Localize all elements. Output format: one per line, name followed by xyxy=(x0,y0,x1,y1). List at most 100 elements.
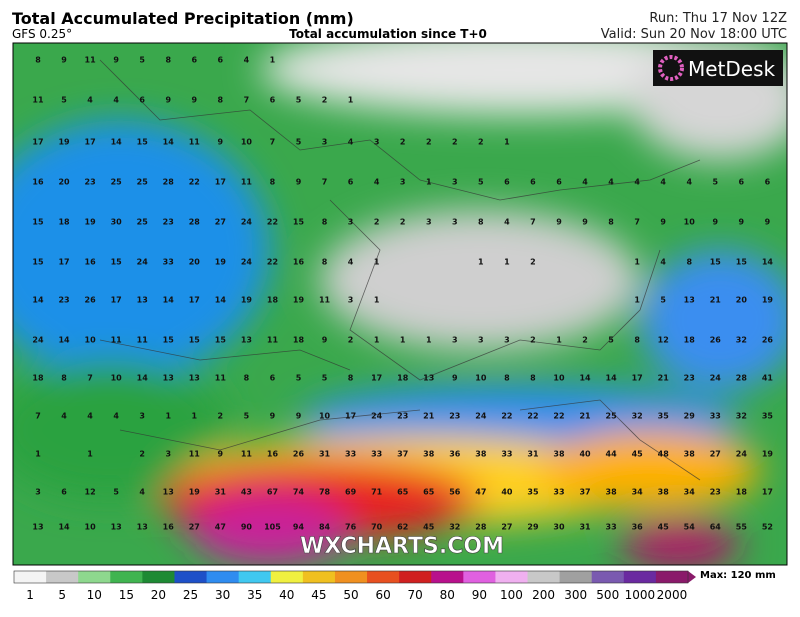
grid-value: 23 xyxy=(85,178,96,187)
grid-value: 26 xyxy=(85,296,97,305)
grid-value: 18 xyxy=(58,218,70,227)
grid-value: 9 xyxy=(713,218,719,227)
grid-value: 2 xyxy=(322,96,328,105)
grid-value: 17 xyxy=(345,412,356,421)
grid-value: 5 xyxy=(296,96,302,105)
colorbar-label: 20 xyxy=(151,588,166,602)
grid-value: 3 xyxy=(322,138,328,147)
grid-value: 11 xyxy=(319,296,331,305)
grid-value: 8 xyxy=(218,96,224,105)
grid-value: 9 xyxy=(452,374,458,383)
grid-value: 13 xyxy=(241,336,252,345)
colorbar-label: 35 xyxy=(247,588,262,602)
grid-value: 15 xyxy=(736,258,748,267)
grid-value: 35 xyxy=(762,412,774,421)
grid-value: 24 xyxy=(241,218,253,227)
grid-value: 27 xyxy=(501,523,512,532)
grid-value: 11 xyxy=(189,138,201,147)
grid-value: 4 xyxy=(348,138,354,147)
grid-value: 33 xyxy=(345,450,356,459)
grid-value: 9 xyxy=(165,96,171,105)
grid-value: 3 xyxy=(139,412,145,421)
colorbar-label: 5 xyxy=(58,588,66,602)
grid-value: 8 xyxy=(530,374,536,383)
grid-value: 47 xyxy=(475,488,486,497)
grid-value: 31 xyxy=(579,523,591,532)
grid-value: 16 xyxy=(32,178,44,187)
colorbar-swatch xyxy=(495,571,529,583)
grid-value: 45 xyxy=(632,450,644,459)
grid-value: 22 xyxy=(189,178,200,187)
logo-icon xyxy=(658,55,684,81)
grid-value: 5 xyxy=(296,138,302,147)
grid-value: 5 xyxy=(608,336,614,345)
colorbar-swatch xyxy=(14,571,47,583)
grid-value: 5 xyxy=(61,96,67,105)
grid-value: 27 xyxy=(189,523,200,532)
grid-value: 3 xyxy=(504,336,510,345)
grid-value: 1 xyxy=(192,412,198,421)
grid-value: 33 xyxy=(501,450,512,459)
grid-value: 2 xyxy=(374,218,380,227)
grid-value: 13 xyxy=(163,488,174,497)
grid-value: 8 xyxy=(61,374,67,383)
grid-value: 84 xyxy=(319,523,331,532)
grid-value: 52 xyxy=(762,523,773,532)
grid-value: 10 xyxy=(475,374,487,383)
grid-value: 1 xyxy=(504,258,510,267)
grid-value: 1 xyxy=(426,336,432,345)
logo: MetDesk xyxy=(688,57,776,81)
grid-value: 74 xyxy=(293,488,305,497)
grid-value: 6 xyxy=(765,178,771,187)
grid-value: 1 xyxy=(374,296,380,305)
grid-value: 55 xyxy=(736,523,748,532)
grid-value: 33 xyxy=(606,523,617,532)
colorbar-swatch xyxy=(527,571,561,583)
grid-value: 16 xyxy=(85,258,97,267)
colorbar-label: 1 xyxy=(26,588,34,602)
grid-value: 15 xyxy=(293,218,305,227)
grid-value: 15 xyxy=(710,258,722,267)
grid-value: 17 xyxy=(32,138,43,147)
colorbar-label: 90 xyxy=(472,588,487,602)
grid-value: 4 xyxy=(244,56,250,65)
grid-value: 33 xyxy=(710,412,721,421)
grid-value: 4 xyxy=(348,258,354,267)
grid-value: 71 xyxy=(371,488,383,497)
grid-value: 7 xyxy=(244,96,250,105)
grid-value: 14 xyxy=(58,336,70,345)
grid-value: 7 xyxy=(270,138,276,147)
grid-value: 5 xyxy=(322,374,328,383)
logo-box xyxy=(653,50,783,86)
grid-value: 5 xyxy=(660,296,666,305)
grid-value: 10 xyxy=(111,374,123,383)
colorbar-label: 100 xyxy=(500,588,523,602)
grid-value: 1 xyxy=(504,138,510,147)
grid-value: 6 xyxy=(348,178,354,187)
grid-value: 36 xyxy=(449,450,461,459)
grid-value: 1 xyxy=(165,412,171,421)
colorbar-max: Max: 120 mm xyxy=(700,570,776,581)
colorbar-swatch xyxy=(399,571,432,583)
grid-value: 19 xyxy=(58,138,70,147)
grid-value: 33 xyxy=(371,450,382,459)
grid-value: 45 xyxy=(423,523,435,532)
grid-value: 31 xyxy=(215,488,227,497)
grid-value: 65 xyxy=(423,488,435,497)
grid-value: 34 xyxy=(684,488,696,497)
colorbar-label: 80 xyxy=(440,588,455,602)
grid-value: 32 xyxy=(449,523,460,532)
grid-value: 10 xyxy=(319,412,331,421)
grid-value: 3 xyxy=(348,218,354,227)
grid-value: 29 xyxy=(527,523,539,532)
map-frame xyxy=(12,42,788,566)
colorbar-label: 10 xyxy=(87,588,102,602)
grid-value: 15 xyxy=(137,138,149,147)
grid-value: 14 xyxy=(163,138,175,147)
grid-value: 11 xyxy=(85,56,97,65)
grid-value: 23 xyxy=(397,412,408,421)
grid-value: 3 xyxy=(348,296,354,305)
colorbar-swatch xyxy=(238,571,272,583)
grid-value: 1 xyxy=(374,258,380,267)
grid-value: 24 xyxy=(32,336,44,345)
